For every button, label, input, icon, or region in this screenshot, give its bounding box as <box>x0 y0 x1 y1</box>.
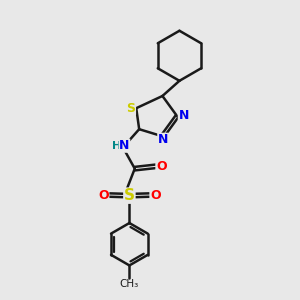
Text: N: N <box>178 109 189 122</box>
Text: N: N <box>119 139 130 152</box>
Text: O: O <box>156 160 166 173</box>
Text: S: S <box>126 102 135 115</box>
Text: O: O <box>98 188 109 202</box>
Text: O: O <box>150 188 160 202</box>
Text: S: S <box>124 188 135 203</box>
Text: H: H <box>112 141 121 151</box>
Text: N: N <box>158 133 168 146</box>
Text: CH₃: CH₃ <box>120 279 139 289</box>
